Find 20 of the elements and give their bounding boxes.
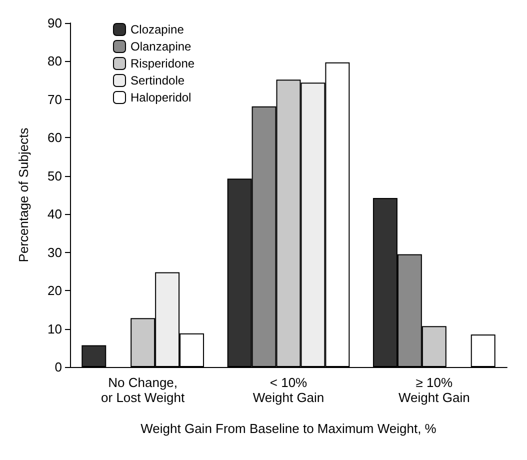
y-tick-label: 70 [48, 92, 62, 107]
y-tick-label: 90 [48, 16, 62, 30]
y-tick-label: 80 [48, 54, 62, 69]
y-tick-label: 50 [48, 168, 62, 184]
y-tick-label: 10 [48, 321, 62, 336]
legend-label: Risperidone [130, 56, 195, 70]
x-tick-label: ≥ 10% Weight Gain [398, 375, 470, 405]
x-tick-label: No Change, or Lost Weight [101, 375, 186, 405]
legend-label: Sertindole [130, 74, 185, 88]
y-tick-label: 20 [48, 283, 62, 298]
y-axis-title: Percentage of Subjects [16, 127, 31, 262]
x-axis-title: Weight Gain From Baseline to Maximum Weight, % [140, 421, 437, 436]
y-tick-label: 30 [48, 244, 62, 260]
y-tick-label: 0 [54, 360, 62, 374]
legend-label: Haloperidol [130, 90, 192, 104]
y-tick-label: 40 [48, 206, 62, 222]
legend-label: Olanzapine [130, 40, 192, 54]
x-tick-label: < 10% Weight Gain [252, 375, 324, 405]
y-tick-label: 60 [48, 130, 62, 146]
legend-label: Clozapine [130, 22, 184, 36]
